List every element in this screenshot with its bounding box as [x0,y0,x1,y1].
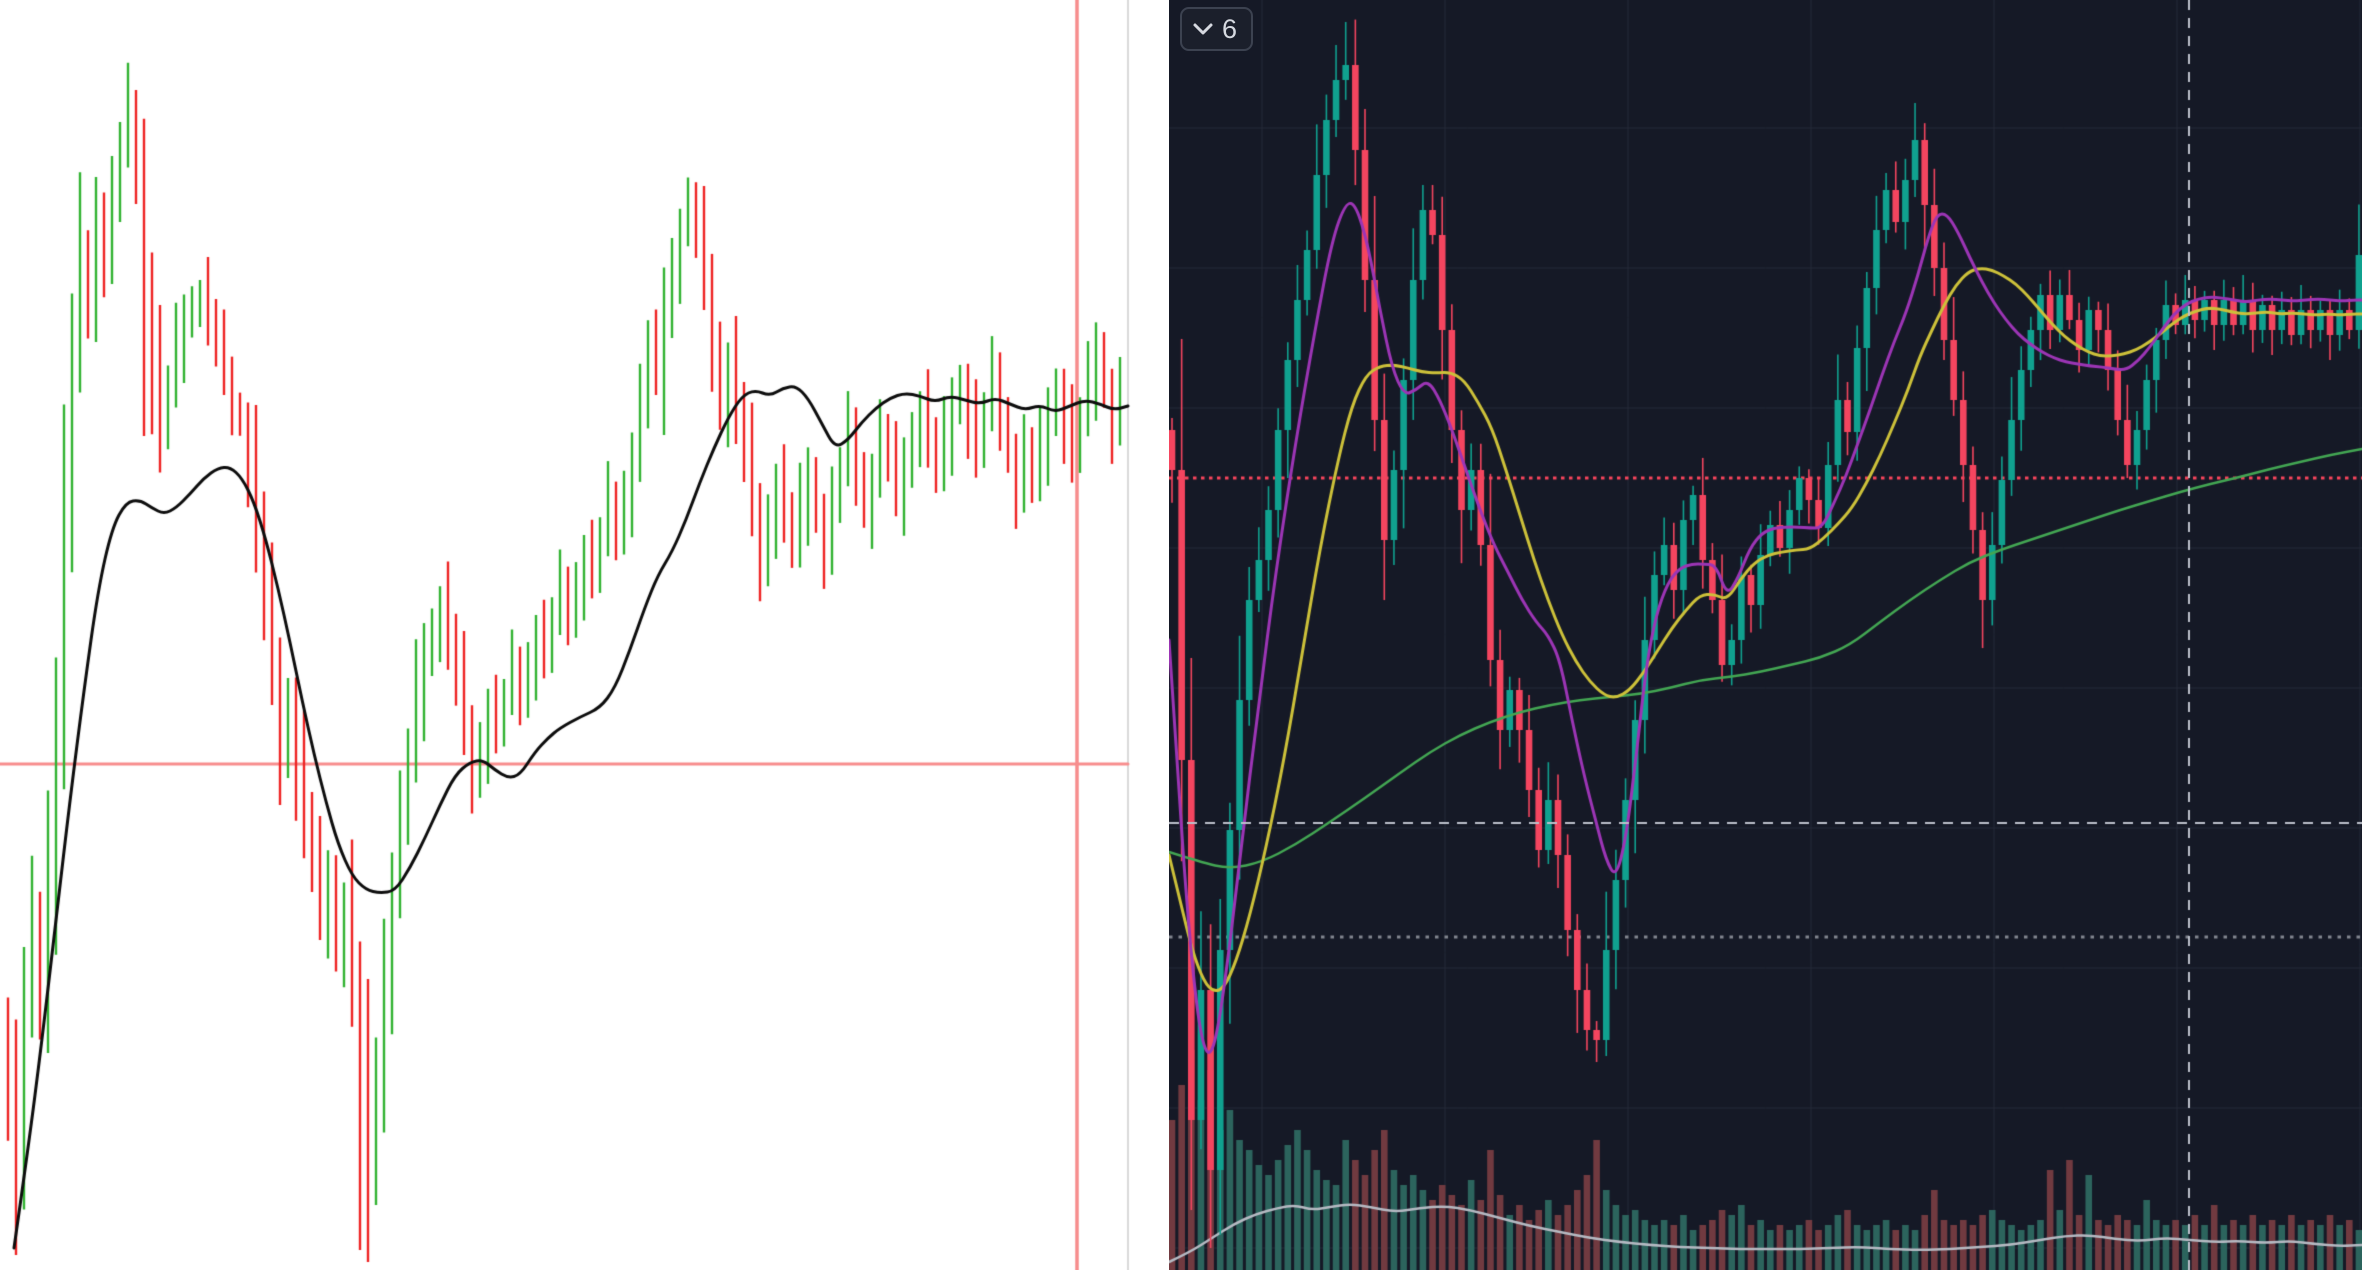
indicator-count-badge[interactable]: 6 [1180,7,1254,51]
indicator-count-label: 6 [1222,14,1238,44]
chevron-down-icon [1192,22,1214,36]
right-price-chart: 6 [1169,0,2362,1270]
right-chart-canvas[interactable] [1169,0,2362,1270]
left-chart-canvas[interactable] [0,0,1169,1270]
left-price-chart [0,0,1169,1270]
